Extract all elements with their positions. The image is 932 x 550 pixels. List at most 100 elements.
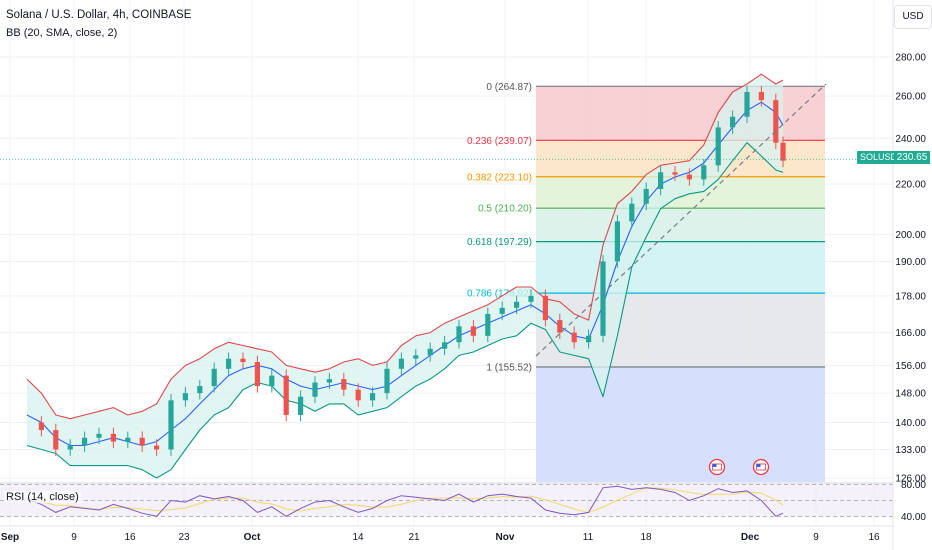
price-axis-tick: 156.00 [895,361,926,372]
price-axis-tick: 133.00 [895,445,926,456]
candle-body[interactable] [341,379,347,390]
price-axis-tick: 126.00 [895,474,926,485]
candle-body[interactable] [298,396,304,415]
fib-level-label: 0.236 (239.07) [467,136,532,147]
bb-indicator-label[interactable]: BB (20, SMA, close, 2) [6,27,118,39]
candle-body[interactable] [254,362,260,387]
rsi-ma-line[interactable] [26,487,784,514]
time-axis-tick: Dec [741,532,760,543]
bb-lower-line[interactable] [26,142,784,479]
candle-body[interactable] [499,307,505,314]
fib-level-label: 0.5 (210.20) [478,204,532,215]
candle-body[interactable] [125,437,131,442]
candle-body[interactable] [182,393,188,401]
candle-body[interactable] [514,301,520,308]
candle-body[interactable] [413,355,419,359]
rsi-line[interactable] [26,485,784,517]
candle-body[interactable] [672,172,678,175]
price-axis-tick: 260.00 [895,92,926,103]
candle-body[interactable] [211,368,217,387]
candle-body[interactable] [715,127,721,166]
currency-button[interactable]: USD [894,5,932,29]
fib-level-label: 0.786 (178.92) [467,289,532,300]
candle-body[interactable] [470,326,476,336]
fib-level-label: 1 (155.52) [486,363,532,374]
candle-body[interactable] [571,332,577,343]
price-axis-tick: 200.00 [895,230,926,241]
fib-level-label: 0.618 (197.29) [467,237,532,248]
candle-body[interactable] [485,313,491,336]
candle-body[interactable] [427,348,433,356]
candle-body[interactable] [658,172,664,189]
candle-body[interactable] [312,382,318,397]
candle-body[interactable] [96,433,102,438]
candle-body[interactable] [355,389,361,401]
candle-body[interactable] [139,437,145,446]
time-axis-tick: Sep [1,532,19,543]
fib-zone [536,367,825,482]
candle-body[interactable] [326,379,332,383]
candle-body[interactable] [629,203,635,222]
candle-body[interactable] [384,368,390,394]
bb-upper-line[interactable] [26,73,784,420]
time-axis-tick: 9 [813,532,819,543]
price-axis-tick: 178.00 [895,291,926,302]
candle-body[interactable] [442,342,448,349]
time-axis-tick: Oct [244,532,261,543]
time-axis-tick: Nov [496,532,515,543]
time-axis-tick: 23 [178,532,190,543]
candle-body[interactable] [614,221,620,262]
symbol-title[interactable]: Solana / U.S. Dollar, 4h, COINBASE [6,9,192,21]
price-axis-tick: 190.00 [895,257,926,268]
rsi-indicator-label[interactable]: RSI (14, close) [4,491,81,503]
candle-body[interactable] [82,437,88,446]
flag-canton [712,464,717,467]
candle-body[interactable] [269,375,275,387]
candle-body[interactable] [758,92,764,101]
candle-body[interactable] [67,445,73,450]
candle-body[interactable] [226,358,232,369]
rsi-axis-tick: 40.00 [901,512,926,523]
economic-event-marker[interactable] [752,458,770,476]
candle-body[interactable] [686,174,692,180]
candle-body[interactable] [283,375,289,415]
price-axis-tick: 240.00 [895,134,926,145]
candle-body[interactable] [240,358,246,363]
time-axis-tick: 18 [640,532,652,543]
candle-body[interactable] [557,320,563,333]
price-axis-tick: 166.00 [895,328,926,339]
candle-body[interactable] [110,433,116,442]
candle-body[interactable] [730,116,736,128]
fib-level-label: 0 (264.87) [486,82,532,93]
candle-body[interactable] [542,295,548,321]
price-axis-tick: 220.00 [895,180,926,191]
fib-zone [536,241,825,294]
candle-body[interactable] [528,295,534,302]
candle-body[interactable] [744,92,750,117]
economic-event-marker[interactable] [708,458,726,476]
candle-body[interactable] [197,386,203,394]
candle-body[interactable] [53,430,59,450]
candle-body[interactable] [370,393,376,401]
time-axis-tick: 16 [124,532,136,543]
symbol-price-tag: SOLUSD [857,151,901,164]
price-axis-tick: 140.00 [895,418,926,429]
candle-body[interactable] [586,335,592,343]
candle-body[interactable] [643,188,649,204]
candle-body[interactable] [701,165,707,180]
candle-body[interactable] [154,445,160,450]
candle-body[interactable] [780,142,786,161]
candle-body[interactable] [168,400,174,450]
candle-body[interactable] [38,422,44,431]
candle-body[interactable] [600,261,606,336]
trend-line[interactable] [535,83,827,357]
time-axis-tick: 9 [71,532,77,543]
fib-zone [536,208,825,242]
candle-body[interactable] [398,358,404,369]
price-axis-tick: 148.00 [895,389,926,400]
time-axis-tick: 14 [352,532,364,543]
fib-level-label: 0.382 (223.10) [467,172,532,183]
candle-body[interactable] [773,100,779,143]
candle-body[interactable] [456,326,462,343]
